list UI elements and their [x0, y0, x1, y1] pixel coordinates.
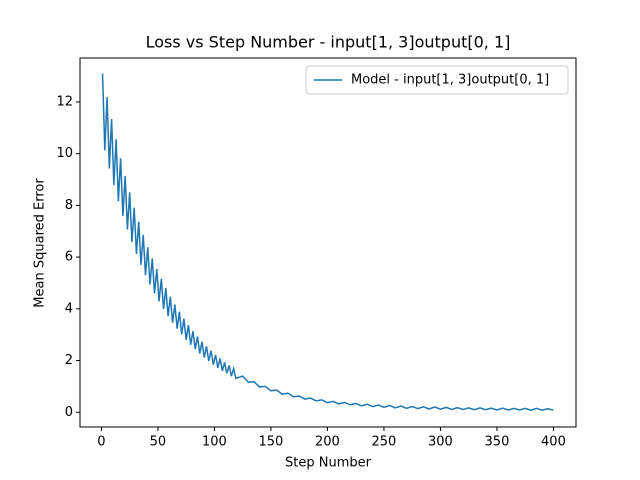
- x-tick-label: 0: [97, 435, 105, 450]
- x-tick-label: 50: [150, 435, 167, 450]
- data-line: [101, 73, 554, 411]
- x-tick-label: 350: [485, 435, 510, 450]
- legend-box: [305, 65, 569, 95]
- x-tick-label: 200: [315, 435, 340, 450]
- chart-title: Loss vs Step Number - input[1, 3]output[…: [146, 33, 511, 52]
- y-tick-label: 4: [65, 301, 73, 316]
- x-tick-label: 100: [202, 435, 227, 450]
- y-axis-label: Mean Squared Error: [33, 178, 48, 308]
- y-tick-label: 12: [56, 94, 73, 109]
- y-tick-label: 2: [65, 353, 73, 368]
- plot-frame: [79, 57, 577, 428]
- x-tick-label: 300: [428, 435, 453, 450]
- x-tick-label: 400: [541, 435, 566, 450]
- y-tick-label: 10: [56, 146, 73, 161]
- x-axis-label: Step Number: [285, 456, 372, 471]
- legend-label: Model - input[1, 3]output[0, 1]: [351, 73, 549, 88]
- x-tick-label: 150: [259, 435, 284, 450]
- y-tick-label: 0: [65, 405, 73, 420]
- x-tick-label: 250: [372, 435, 397, 450]
- y-tick-label: 6: [65, 250, 73, 265]
- y-tick-label: 8: [65, 198, 73, 213]
